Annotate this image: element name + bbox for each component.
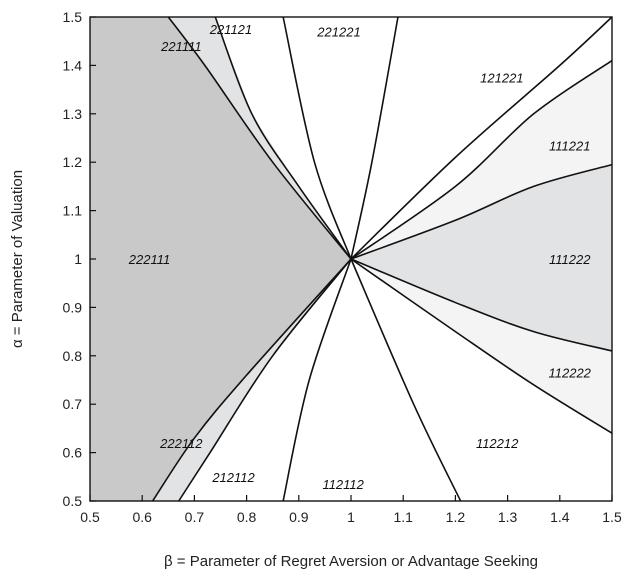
x-tick-label: 1.4 xyxy=(550,509,570,525)
x-tick-label: 1.3 xyxy=(498,509,518,525)
x-tick-label: 0.6 xyxy=(132,509,152,525)
y-tick-label: 1.2 xyxy=(63,154,83,170)
boundary-b10 xyxy=(350,258,462,502)
y-tick-label: 0.8 xyxy=(63,348,83,364)
boundary-b8 xyxy=(350,258,613,352)
boundary-b7 xyxy=(350,163,613,260)
boundary-b6 xyxy=(350,59,613,260)
boundary-b5 xyxy=(350,16,613,260)
x-tick-label: 1 xyxy=(347,509,355,525)
axis-ticks: 0.5 0.6 0.7 0.8 0.9 1 1.1 1.2 1.3 1.4 1.5 0.5 0.6 0.7… xyxy=(63,9,622,525)
region-label-111222: 111222 xyxy=(549,252,591,267)
chart-boundaries xyxy=(151,16,613,502)
region-label-112212: 112212 xyxy=(476,436,519,451)
x-tick-label: 1.5 xyxy=(602,509,622,525)
boundary-b13 xyxy=(151,258,352,502)
x-tick-label: 0.7 xyxy=(185,509,205,525)
region-112222 xyxy=(351,259,612,434)
boundary-b4 xyxy=(350,16,399,260)
boundary-b3 xyxy=(282,16,352,260)
y-tick-label: 0.5 xyxy=(63,493,83,509)
region-label-112222: 112222 xyxy=(549,366,592,381)
region-222111 xyxy=(90,17,351,501)
boundary-b11 xyxy=(282,258,352,502)
y-tick-label: 0.9 xyxy=(63,299,83,315)
region-label-222112: 222112 xyxy=(159,436,203,451)
region-label-221121: 221121 xyxy=(209,22,252,37)
region-label-121221: 121221 xyxy=(480,71,523,86)
region-label-221111: 221111 xyxy=(160,39,202,54)
boundary-b2 xyxy=(214,16,352,260)
x-tick-label: 1.2 xyxy=(446,509,466,525)
region-111221 xyxy=(351,60,612,260)
region-label-221221: 221221 xyxy=(316,25,360,40)
x-axis-title: β = Parameter of Regret Aversion or Adva… xyxy=(164,553,538,570)
y-tick-label: 1.1 xyxy=(63,203,83,219)
region-label-212112: 212112 xyxy=(211,470,255,485)
y-tick-label: 0.7 xyxy=(63,396,83,412)
y-tick-label: 1 xyxy=(74,251,82,267)
boundary-b12 xyxy=(178,258,352,502)
x-tick-label: 1.1 xyxy=(393,509,413,525)
region-label-111221: 111221 xyxy=(549,138,590,153)
chart-regions xyxy=(90,17,612,501)
region-111222 xyxy=(351,164,612,351)
y-tick-label: 1.5 xyxy=(63,9,83,25)
boundary-b1 xyxy=(167,16,352,260)
x-tick-label: 0.5 xyxy=(80,509,100,525)
x-tick-label: 0.8 xyxy=(237,509,257,525)
y-tick-label: 1.4 xyxy=(63,57,83,73)
region-label-222111: 222111 xyxy=(128,252,170,267)
y-tick-label: 0.6 xyxy=(63,445,83,461)
boundary-b9 xyxy=(350,258,613,434)
y-tick-label: 1.3 xyxy=(63,106,83,122)
region-label-112112: 112112 xyxy=(322,477,364,492)
x-tick-label: 0.9 xyxy=(289,509,309,525)
y-axis-title: α = Parameter of Valuation xyxy=(9,170,26,348)
region-labels: 222111 221111 221121 221221 121221 111221 1112… xyxy=(128,22,592,492)
